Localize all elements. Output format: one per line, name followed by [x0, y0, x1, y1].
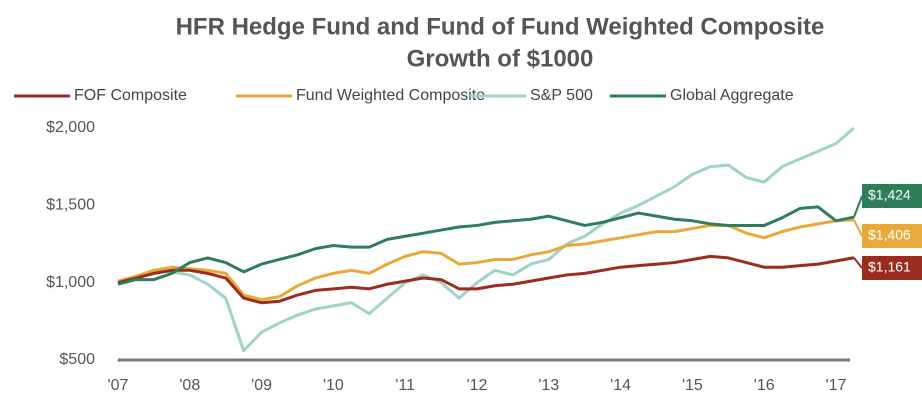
x-tick-label: '09	[251, 377, 272, 394]
x-tick-label: '17	[826, 377, 847, 394]
end-label-leader	[853, 219, 863, 237]
end-label-leader	[853, 195, 863, 218]
legend-label: FOF Composite	[74, 87, 187, 104]
series-line	[117, 254, 855, 305]
y-tick-label: $2,000	[46, 119, 95, 136]
legend-label: Global Aggregate	[670, 87, 794, 104]
y-tick-label: $1,500	[46, 197, 95, 214]
x-tick-label: '08	[179, 377, 200, 394]
x-tick-label: '11	[395, 377, 415, 394]
y-tick-label: $500	[59, 351, 95, 368]
end-label-box	[862, 256, 922, 280]
chart-title: HFR Hedge Fund and Fund of Fund Weighted…	[176, 13, 825, 40]
end-label: $1,406	[868, 227, 911, 243]
end-label-box	[862, 184, 922, 208]
x-tick-label: '10	[323, 377, 344, 394]
legend-label: Fund Weighted Composite	[296, 87, 485, 104]
chart-subtitle: Growth of $1000	[407, 45, 594, 72]
x-tick-label: '07	[108, 377, 129, 394]
legend-label: S&P 500	[530, 87, 593, 104]
series-line	[117, 126, 855, 353]
x-tick-label: '13	[538, 377, 559, 394]
end-label: $1,161	[868, 259, 911, 275]
x-tick-label: '16	[754, 377, 775, 394]
x-tick-label: '15	[682, 377, 703, 394]
end-label-leader	[853, 257, 863, 269]
series-line	[117, 205, 855, 286]
end-label: $1,424	[868, 187, 911, 203]
end-label-box	[862, 224, 922, 248]
x-tick-label: '12	[467, 377, 488, 394]
x-tick-label: '14	[610, 377, 631, 394]
y-tick-label: $1,000	[46, 274, 95, 291]
